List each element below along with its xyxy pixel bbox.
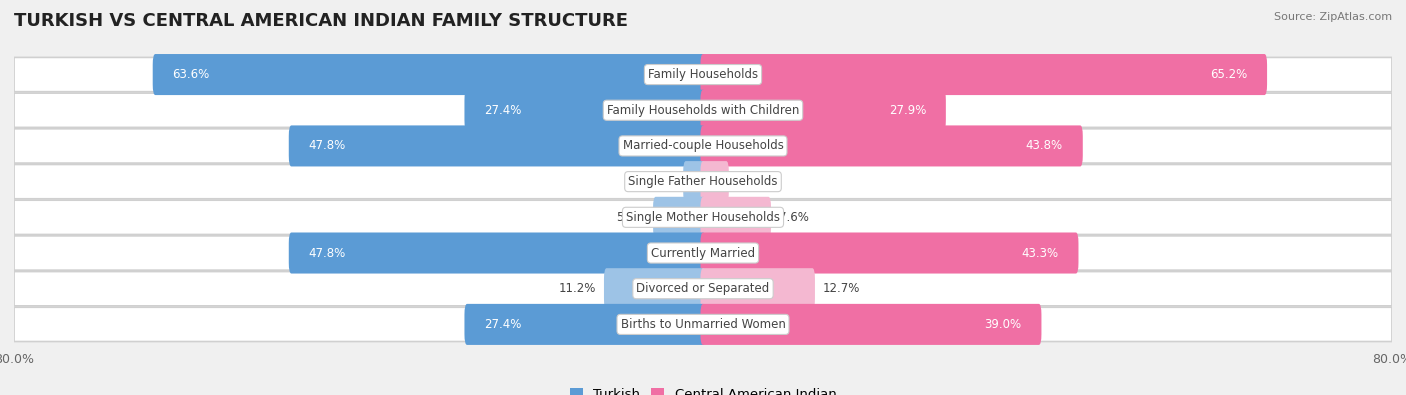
Text: 63.6%: 63.6% <box>173 68 209 81</box>
FancyBboxPatch shape <box>288 126 706 166</box>
Text: 43.8%: 43.8% <box>1026 139 1063 152</box>
FancyBboxPatch shape <box>700 304 1042 345</box>
FancyBboxPatch shape <box>464 90 706 131</box>
Legend: Turkish, Central American Indian: Turkish, Central American Indian <box>564 383 842 395</box>
FancyBboxPatch shape <box>14 272 1392 306</box>
FancyBboxPatch shape <box>14 164 1392 199</box>
Text: TURKISH VS CENTRAL AMERICAN INDIAN FAMILY STRUCTURE: TURKISH VS CENTRAL AMERICAN INDIAN FAMIL… <box>14 12 628 30</box>
FancyBboxPatch shape <box>700 126 1083 166</box>
Text: 43.3%: 43.3% <box>1022 246 1059 260</box>
Text: 2.0%: 2.0% <box>645 175 675 188</box>
Text: 27.4%: 27.4% <box>484 104 522 117</box>
FancyBboxPatch shape <box>153 54 706 95</box>
FancyBboxPatch shape <box>605 268 706 309</box>
Text: Births to Unmarried Women: Births to Unmarried Women <box>620 318 786 331</box>
Text: 47.8%: 47.8% <box>308 139 346 152</box>
FancyBboxPatch shape <box>14 129 1392 163</box>
Text: Family Households with Children: Family Households with Children <box>607 104 799 117</box>
Text: Source: ZipAtlas.com: Source: ZipAtlas.com <box>1274 12 1392 22</box>
FancyBboxPatch shape <box>14 200 1392 235</box>
Text: Divorced or Separated: Divorced or Separated <box>637 282 769 295</box>
Text: 39.0%: 39.0% <box>984 318 1022 331</box>
Text: 47.8%: 47.8% <box>308 246 346 260</box>
FancyBboxPatch shape <box>700 197 770 238</box>
Text: 7.6%: 7.6% <box>779 211 808 224</box>
Text: 12.7%: 12.7% <box>823 282 860 295</box>
FancyBboxPatch shape <box>288 233 706 273</box>
Text: 5.5%: 5.5% <box>616 211 645 224</box>
Text: Single Mother Households: Single Mother Households <box>626 211 780 224</box>
FancyBboxPatch shape <box>700 161 728 202</box>
FancyBboxPatch shape <box>700 233 1078 273</box>
Text: Married-couple Households: Married-couple Households <box>623 139 783 152</box>
FancyBboxPatch shape <box>700 268 815 309</box>
Text: Single Father Households: Single Father Households <box>628 175 778 188</box>
FancyBboxPatch shape <box>683 161 706 202</box>
FancyBboxPatch shape <box>652 197 706 238</box>
Text: Family Households: Family Households <box>648 68 758 81</box>
FancyBboxPatch shape <box>464 304 706 345</box>
Text: 2.7%: 2.7% <box>737 175 766 188</box>
FancyBboxPatch shape <box>700 54 1267 95</box>
Text: 65.2%: 65.2% <box>1211 68 1247 81</box>
Text: Currently Married: Currently Married <box>651 246 755 260</box>
FancyBboxPatch shape <box>14 236 1392 270</box>
FancyBboxPatch shape <box>14 93 1392 127</box>
FancyBboxPatch shape <box>700 90 946 131</box>
Text: 27.4%: 27.4% <box>484 318 522 331</box>
FancyBboxPatch shape <box>14 307 1392 342</box>
Text: 11.2%: 11.2% <box>558 282 596 295</box>
FancyBboxPatch shape <box>14 57 1392 92</box>
Text: 27.9%: 27.9% <box>889 104 927 117</box>
